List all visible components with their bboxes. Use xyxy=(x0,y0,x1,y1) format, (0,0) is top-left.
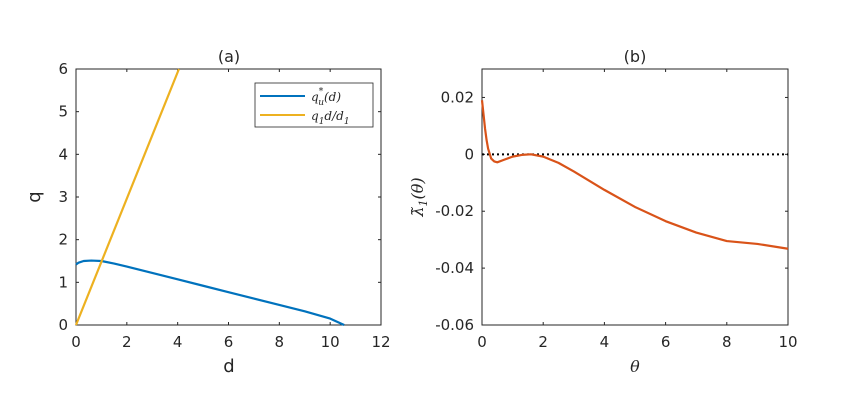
panel-a-legend: q* u(d) q1d/d1 xyxy=(254,82,374,128)
panel-b-x-label: θ xyxy=(630,357,640,376)
panel-b-axes-box xyxy=(481,68,789,326)
panel-a-x-label: d xyxy=(223,356,234,377)
panel-b-y-label-rest: (θ) xyxy=(408,177,427,199)
legend-q1-sub: 1 xyxy=(319,117,325,127)
panel-b-ticks: 0 2 4 6 8 10 -0.06 -0.04 -0.02 0 0.02 xyxy=(435,69,798,351)
y-tick-label: 0.02 xyxy=(441,88,474,106)
panel-b-title: (b) xyxy=(624,47,647,66)
legend-label-qu: q* u(d) xyxy=(311,87,341,108)
panel-b-y-label: λ̃1(θ) xyxy=(408,177,430,217)
y-tick-label: -0.04 xyxy=(435,259,474,277)
legend-qu-main: q xyxy=(311,90,319,104)
panel-a-title: (a) xyxy=(218,47,240,66)
legend-label-q1: q1d/d1 xyxy=(311,109,350,127)
x-tick-label: 12 xyxy=(371,333,390,351)
x-tick-label: 6 xyxy=(224,333,234,351)
legend-box xyxy=(254,82,374,128)
y-tick-label: -0.06 xyxy=(435,316,474,334)
x-tick-label: 8 xyxy=(275,333,285,351)
y-tick-label: 1 xyxy=(58,273,68,291)
x-tick-label: 10 xyxy=(778,333,797,351)
panel-b-y-label-main: λ̃ xyxy=(408,206,427,217)
x-tick-label: 2 xyxy=(538,333,548,351)
series-line-q-1-d-d-1 xyxy=(74,68,180,326)
legend-q1-sub2: 1 xyxy=(344,117,350,127)
panel-b: (b) 0 2 4 6 8 10 -0.06 -0.04 -0.02 0 0.02 θ λ̃1(θ) xyxy=(408,47,798,376)
legend-q1-main: q xyxy=(311,109,319,123)
x-tick-label: 8 xyxy=(722,333,732,351)
series-line-lambda1 xyxy=(480,100,789,250)
x-tick-label: 0 xyxy=(477,333,487,351)
y-tick-label: 0 xyxy=(464,145,474,163)
x-tick-label: 6 xyxy=(661,333,671,351)
panel-b-y-label-sub: 1 xyxy=(417,199,430,206)
y-tick-label: 3 xyxy=(58,188,68,206)
legend-qu-rest: (d) xyxy=(324,90,341,104)
y-tick-label: 2 xyxy=(58,231,68,249)
legend-q1-rest: d/d xyxy=(324,109,344,123)
legend-qu-sub: u xyxy=(318,98,324,108)
x-tick-label: 2 xyxy=(122,333,132,351)
y-tick-label: 5 xyxy=(58,103,68,121)
y-tick-label: -0.02 xyxy=(435,202,474,220)
panel-b-lines xyxy=(480,100,789,250)
x-tick-label: 4 xyxy=(173,333,183,351)
panel-a-y-label: q xyxy=(24,191,45,202)
legend-qu-sup: * xyxy=(319,87,324,97)
y-tick-label: 6 xyxy=(58,60,68,78)
y-tick-label: 0 xyxy=(58,316,68,334)
y-tick-label: 4 xyxy=(58,145,68,163)
series-line-q-u-d- xyxy=(75,259,345,327)
panel-a-lines xyxy=(74,68,345,327)
x-tick-label: 0 xyxy=(71,333,81,351)
x-tick-label: 10 xyxy=(321,333,340,351)
x-tick-label: 4 xyxy=(600,333,610,351)
